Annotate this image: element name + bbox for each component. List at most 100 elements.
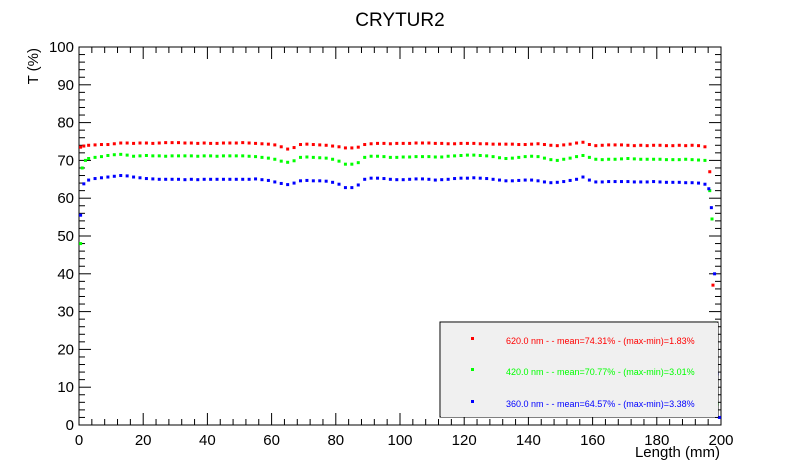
data-point [523,178,527,182]
data-point [677,180,681,184]
data-point [542,143,546,147]
data-point [613,157,617,161]
data-point [144,141,148,145]
data-point [549,158,553,162]
data-point [395,155,399,159]
data-point [401,141,405,145]
data-point [266,142,270,146]
data-point [459,153,463,157]
x-tick-label: 100 [387,432,412,449]
data-point [382,141,386,145]
data-point [164,141,168,145]
data-point [587,143,591,147]
data-point [562,180,566,184]
data-point [350,146,354,150]
legend-fill [441,323,718,417]
data-point [106,175,110,179]
data-point [196,154,200,158]
data-point [286,160,290,164]
data-point [292,159,296,163]
data-point [485,177,489,181]
y-axis-ticks [79,46,721,426]
data-point [504,179,508,183]
data-point [151,177,155,181]
data-point [144,177,148,181]
series-2 [79,174,721,419]
data-point [369,142,373,146]
data-point [542,180,546,184]
data-point [112,174,116,178]
data-point [324,179,328,183]
data-point [125,153,129,157]
x-tick-label: 160 [580,432,605,449]
data-point [459,141,463,145]
data-point [170,177,174,181]
legend-label: 620.0 nm - - mean=74.31% - (max-min)=1.8… [506,336,695,346]
data-point [356,161,360,165]
data-point [710,217,714,221]
data-point [697,181,701,185]
data-point [677,143,681,147]
legend-label: 420.0 nm - - mean=70.77% - (max-min)=3.0… [506,367,695,377]
data-point [613,180,617,184]
data-point [446,154,450,158]
data-point [530,178,534,182]
data-point [273,143,277,147]
data-point [408,177,412,181]
data-point [215,177,219,181]
data-point [485,154,489,158]
data-point [112,142,116,146]
data-point [80,166,84,170]
data-point [311,155,315,159]
data-point [401,178,405,182]
data-point [221,154,225,158]
y-tick-label: 40 [57,266,74,283]
data-point [568,142,572,146]
data-point [343,162,347,166]
data-point [568,156,572,160]
data-point [510,179,514,183]
x-tick-label: 80 [327,432,344,449]
x-tick-label: 60 [263,432,280,449]
data-point [446,142,450,146]
data-point [132,141,136,145]
data-point [690,181,694,185]
data-point [453,142,457,146]
data-point [228,177,232,181]
data-point [709,206,713,210]
data-point [106,153,110,157]
data-point [388,155,392,159]
data-point [202,141,206,145]
data-point [93,143,97,147]
data-point [581,153,585,157]
data-point [376,176,380,180]
data-point [517,178,521,182]
data-point [79,242,83,246]
data-point [183,154,187,158]
data-point [138,141,142,145]
data-point [600,143,604,147]
data-point [369,154,373,158]
data-point [472,153,476,157]
data-point [517,155,521,159]
data-point [549,181,553,185]
data-point [510,142,514,146]
data-point [491,177,495,181]
data-point [717,415,721,419]
data-point [459,176,463,180]
data-point [587,155,591,159]
data-point [209,141,213,145]
data-point [433,155,437,159]
data-point [125,174,129,178]
y-tick-label: 60 [57,190,74,207]
data-point [331,157,335,161]
data-point [568,178,572,182]
data-point [575,177,579,181]
data-point [708,189,712,193]
data-point [292,146,296,150]
data-point [241,177,245,181]
data-point [241,141,245,145]
data-point [93,155,97,159]
